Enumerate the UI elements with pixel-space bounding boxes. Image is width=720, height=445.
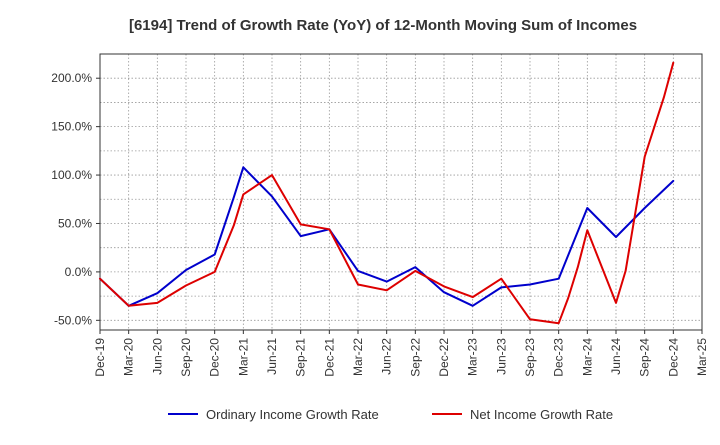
series-line-2 — [99, 61, 675, 325]
x-tick-label: Mar-21 — [236, 338, 250, 376]
x-tick-label: Jun-20 — [150, 338, 164, 375]
x-tick-label: Sep-23 — [523, 338, 537, 377]
y-tick-label: 0.0% — [65, 265, 93, 279]
x-tick-label: Sep-24 — [638, 338, 652, 377]
x-tick-label: Mar-22 — [351, 338, 365, 376]
x-tick-label: Sep-21 — [294, 338, 308, 377]
x-tick-label: Mar-24 — [580, 338, 594, 376]
chart-title: [6194] Trend of Growth Rate (YoY) of 12-… — [129, 17, 637, 34]
legend: Ordinary Income Growth Rate Net Income Gr… — [168, 407, 613, 422]
x-tick-label: Jun-24 — [609, 338, 623, 375]
x-tick-label: Jun-22 — [380, 338, 394, 375]
x-tick-label: Mar-20 — [122, 338, 136, 376]
y-tick-label: 50.0% — [58, 216, 92, 230]
series-line-1 — [99, 166, 675, 307]
x-tick-label: Mar-23 — [466, 338, 480, 376]
x-tick-label: Dec-24 — [666, 338, 680, 377]
grid — [99, 53, 703, 330]
x-tick-label: Jun-21 — [265, 338, 279, 375]
y-tick-label: 100.0% — [51, 168, 92, 182]
plot-border — [99, 53, 703, 331]
y-tick-label: 200.0% — [51, 71, 92, 85]
y-tick-label: -50.0% — [54, 313, 92, 327]
legend-label: Net Income Growth Rate — [470, 407, 613, 422]
x-tick-label: Dec-19 — [93, 338, 107, 377]
x-tick-label: Mar-25 — [695, 338, 709, 376]
x-tick-label: Dec-20 — [208, 338, 222, 377]
x-tick-label: Sep-22 — [408, 338, 422, 377]
legend-label: Ordinary Income Growth Rate — [206, 407, 379, 422]
x-tick-label: Dec-23 — [552, 338, 566, 377]
plot-area — [100, 54, 702, 330]
x-tick-label: Jun-23 — [494, 338, 508, 375]
series-lines — [99, 61, 675, 325]
x-tick-label: Sep-20 — [179, 338, 193, 377]
y-tick-label: 150.0% — [51, 120, 92, 134]
axes: -50.0% 0.0% 50.0% 100.0% 150.0% 200.0% Dec-19 M… — [51, 53, 709, 377]
x-tick-label: Dec-22 — [437, 338, 451, 377]
x-tick-label: Dec-21 — [322, 338, 336, 377]
